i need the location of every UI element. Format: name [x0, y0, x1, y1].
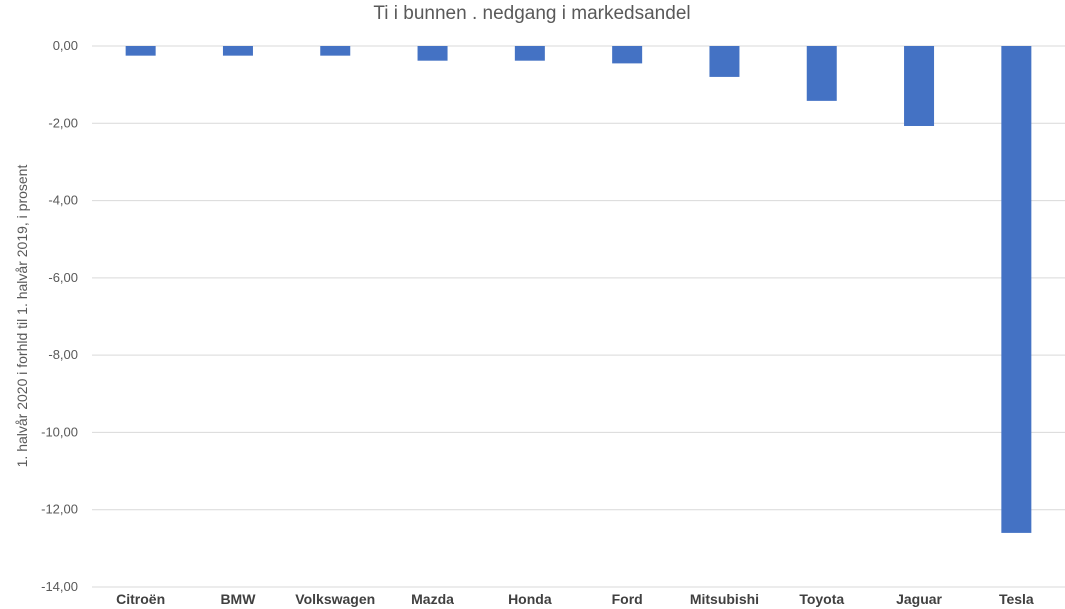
x-tick-label: Citroën: [116, 591, 165, 607]
y-tick-label: 0,00: [53, 38, 78, 53]
bar: [320, 46, 351, 56]
y-tick-label: -12,00: [41, 502, 78, 517]
y-tick-label: -6,00: [48, 270, 78, 285]
gridlines: [92, 45, 1065, 588]
y-tick-label: -10,00: [41, 424, 78, 439]
bar: [709, 46, 740, 77]
chart-title: Ti i bunnen . nedgang i markedsandel: [373, 3, 690, 24]
x-tick-label: Mitsubishi: [690, 591, 759, 607]
y-axis-label: 1. halvår 2020 i forhld til 1. halvår 20…: [14, 165, 30, 468]
x-tick-label: BMW: [220, 591, 256, 607]
bar: [125, 46, 156, 56]
y-tick-label: -8,00: [48, 347, 78, 362]
x-tick-label: Mazda: [411, 591, 454, 607]
bar: [806, 46, 837, 101]
x-tick-label: Honda: [508, 591, 552, 607]
bar: [904, 46, 935, 126]
x-axis-ticks: Citroën BMW Volkswagen Mazda Honda Ford Mitsub…: [116, 591, 1034, 607]
x-tick-label: Tesla: [999, 591, 1034, 607]
y-tick-label: -4,00: [48, 193, 78, 208]
y-tick-label: -14,00: [41, 579, 78, 594]
bar: [514, 46, 545, 61]
y-tick-label: -2,00: [48, 115, 78, 130]
x-tick-label: Ford: [612, 591, 643, 607]
bar: [612, 46, 643, 64]
x-tick-label: Jaguar: [896, 591, 942, 607]
bar: [417, 46, 448, 61]
x-tick-label: Volkswagen: [295, 591, 375, 607]
bar: [1001, 46, 1032, 533]
bars: [125, 46, 1032, 533]
y-axis-ticks: 0,00 -2,00 -4,00 -6,00 -8,00 -10,00 -12,00 -14,…: [41, 38, 78, 594]
bar: [222, 46, 253, 56]
x-tick-label: Toyota: [799, 591, 844, 607]
